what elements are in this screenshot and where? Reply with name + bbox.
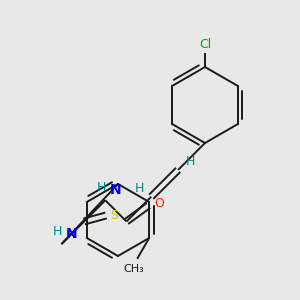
Text: H: H [185,155,195,168]
Text: H: H [135,182,144,195]
Text: N: N [65,227,77,241]
Text: H: H [97,181,106,194]
Text: S: S [110,209,118,222]
Text: O: O [154,197,164,210]
Text: H: H [53,225,62,238]
Text: CH₃: CH₃ [124,264,145,274]
Text: N: N [109,183,121,197]
Text: Cl: Cl [199,38,211,51]
